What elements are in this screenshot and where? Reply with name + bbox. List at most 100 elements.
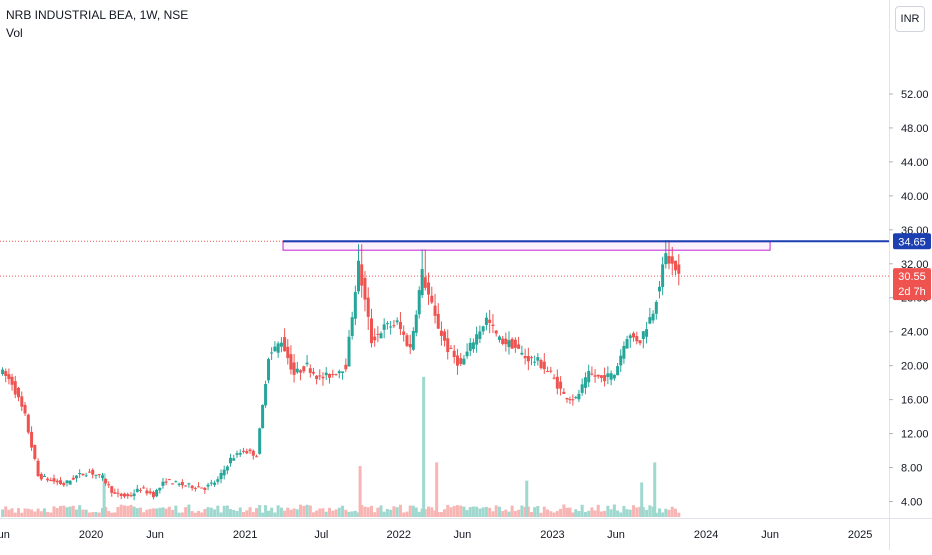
- volume-bar: [142, 512, 146, 517]
- candle-body: [405, 335, 409, 346]
- bar-countdown-label: 2d 7h: [898, 286, 926, 298]
- candle-body: [87, 471, 91, 473]
- candle-body: [255, 456, 259, 458]
- candle-body: [245, 451, 249, 454]
- candle-body: [411, 331, 415, 350]
- volume-bar: [625, 509, 629, 517]
- last-price-tag: [893, 268, 931, 301]
- candle-body: [248, 449, 252, 452]
- candle-body: [91, 469, 95, 475]
- candle-body: [36, 460, 40, 476]
- candle-body: [619, 355, 623, 366]
- candle-body: [436, 313, 440, 329]
- candle-body: [299, 370, 303, 373]
- candle-body: [513, 339, 517, 348]
- volume-bar: [478, 508, 482, 517]
- volume-bar: [289, 509, 293, 517]
- candle-body: [74, 475, 78, 479]
- time-tick-label: Jun: [146, 529, 164, 541]
- volume-bar: [408, 505, 412, 517]
- volume-bar: [203, 509, 207, 517]
- volume-bar: [167, 506, 171, 517]
- candle-body: [433, 305, 437, 316]
- candle-body: [350, 317, 354, 336]
- time-tick-label: 2024: [694, 529, 718, 541]
- volume-bar: [187, 504, 191, 517]
- volume-spike-bar: [653, 462, 657, 517]
- candle-body: [657, 286, 661, 292]
- volume-bar: [667, 509, 671, 517]
- volume-bar: [132, 506, 136, 517]
- price-tick-label: 52.00: [901, 89, 929, 101]
- volume-bar: [599, 511, 603, 517]
- candle-body: [264, 384, 268, 406]
- candle-body: [171, 483, 175, 485]
- candle-body: [523, 356, 527, 359]
- volume-bar: [55, 508, 59, 517]
- candle-body: [110, 486, 114, 493]
- price-tick-label: 48.00: [901, 123, 929, 135]
- candle-body: [94, 474, 98, 476]
- volume-bar: [129, 504, 133, 517]
- volume-spike-bar: [525, 480, 529, 517]
- volume-bar: [539, 512, 543, 517]
- volume-bar: [455, 505, 459, 517]
- volume-bar: [379, 505, 383, 517]
- volume-bar: [360, 505, 364, 517]
- candle-body: [315, 375, 319, 380]
- volume-bar: [62, 505, 66, 517]
- candle-body: [539, 360, 543, 369]
- currency-button[interactable]: INR: [895, 6, 925, 32]
- volume-bar: [242, 512, 246, 517]
- candle-body: [635, 336, 639, 342]
- volume-bar: [481, 507, 485, 517]
- candle-body: [84, 475, 88, 477]
- volume-bar: [433, 510, 437, 517]
- volume-bar: [308, 505, 312, 517]
- candle-body: [132, 493, 136, 497]
- candle-body: [177, 483, 181, 485]
- candle-body: [197, 486, 201, 488]
- candle-body: [7, 374, 11, 380]
- candle-body: [379, 333, 383, 339]
- price-tick-label: 8.00: [901, 463, 922, 475]
- candle-body: [167, 479, 171, 481]
- volume-bar: [670, 506, 674, 517]
- candle-body: [449, 347, 453, 349]
- volume-bar: [574, 509, 578, 517]
- volume-bar: [101, 507, 105, 517]
- candle-body: [59, 480, 63, 484]
- candle-body: [78, 472, 82, 475]
- candle-body: [23, 404, 27, 414]
- volume-bar: [628, 509, 632, 517]
- candle-body: [155, 489, 159, 497]
- candle-body: [17, 387, 21, 398]
- candle-body: [491, 324, 495, 326]
- volume-bar: [395, 507, 399, 517]
- volume-bar: [449, 507, 453, 517]
- volume-bar: [439, 511, 443, 517]
- candle-body: [632, 333, 636, 338]
- candle-body: [661, 264, 665, 288]
- candle-body: [347, 336, 351, 367]
- volume-bar: [385, 509, 389, 517]
- volume-bar: [504, 509, 508, 517]
- volume-bar: [334, 509, 338, 517]
- candle-body: [462, 358, 466, 365]
- candle-body: [164, 481, 168, 483]
- candle-body: [26, 414, 30, 433]
- volume-bar: [13, 512, 17, 517]
- candle-body: [504, 338, 508, 345]
- candle-body: [318, 375, 322, 377]
- candle-body: [599, 375, 603, 378]
- candle-body: [664, 253, 668, 265]
- candle-body: [475, 334, 479, 345]
- volume-bar: [405, 511, 409, 517]
- candle-body: [222, 469, 226, 476]
- candle-body: [289, 354, 293, 370]
- volume-bar: [255, 508, 259, 517]
- candle-body: [65, 480, 69, 484]
- price-tick-label: 44.00: [901, 157, 929, 169]
